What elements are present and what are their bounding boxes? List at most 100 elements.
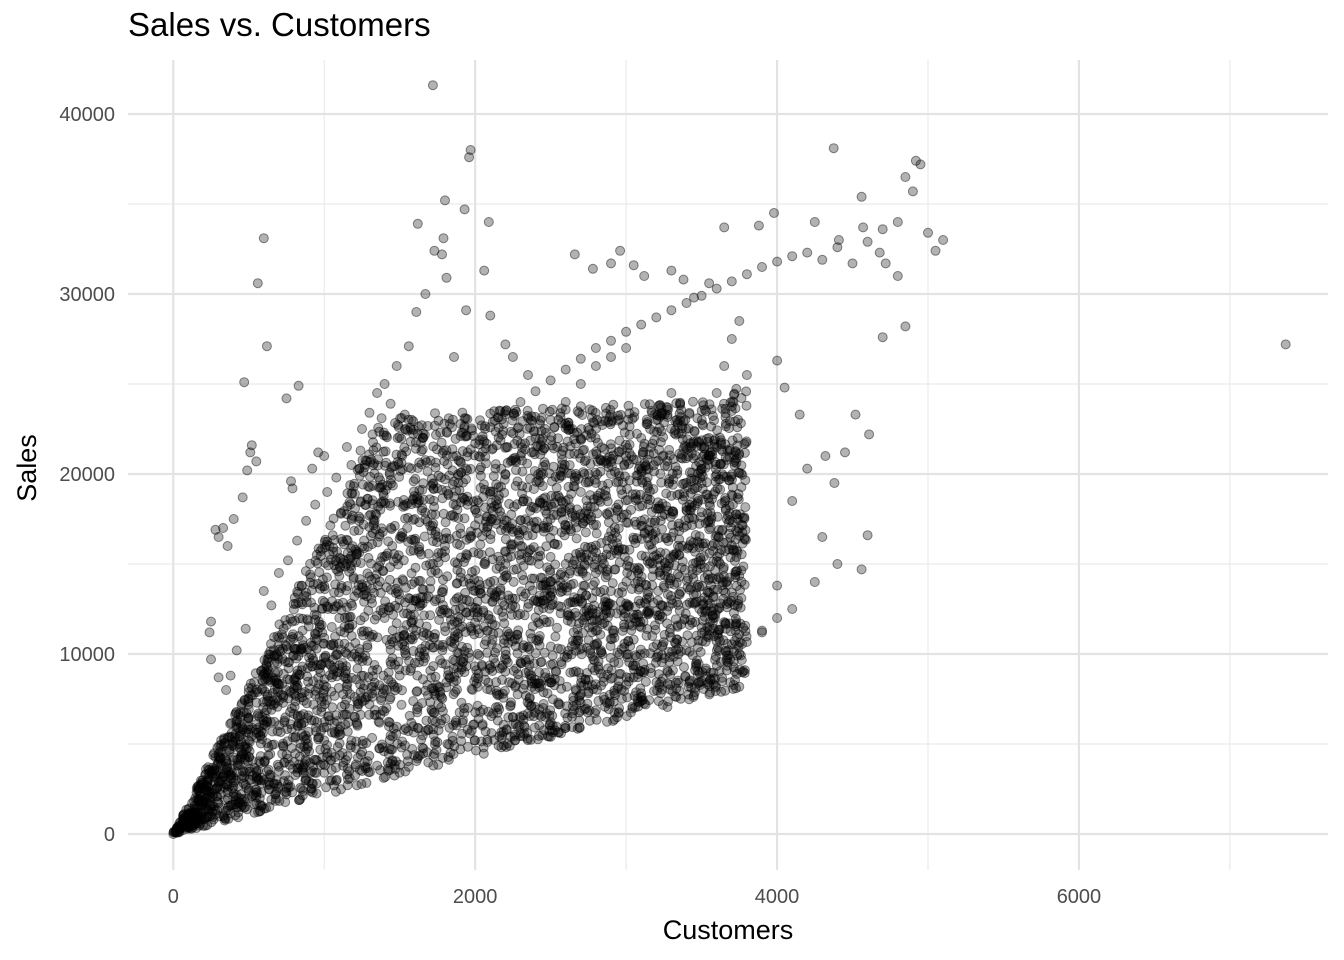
data-point <box>462 465 473 476</box>
data-point <box>359 596 370 607</box>
data-point <box>709 415 719 426</box>
data-point <box>583 688 594 699</box>
data-point <box>401 620 412 630</box>
data-point <box>325 554 336 565</box>
data-point <box>685 582 696 593</box>
data-point <box>596 455 607 466</box>
data-point <box>321 539 332 550</box>
data-point <box>332 649 343 660</box>
data-point <box>452 662 463 673</box>
data-point <box>317 581 328 592</box>
data-point <box>198 796 209 807</box>
data-point <box>394 595 405 605</box>
data-point <box>382 480 393 491</box>
data-point <box>337 658 348 668</box>
data-point <box>470 438 481 449</box>
data-point <box>251 456 262 467</box>
data-point <box>186 816 196 827</box>
data-point <box>734 448 745 459</box>
data-point <box>539 647 550 658</box>
data-point <box>592 508 603 519</box>
data-point <box>215 747 226 757</box>
data-point <box>538 703 549 713</box>
data-point <box>505 631 516 642</box>
data-point <box>665 632 676 643</box>
data-point <box>741 269 752 280</box>
data-point <box>457 446 468 457</box>
data-point <box>605 404 616 415</box>
data-point <box>590 361 601 371</box>
data-point <box>736 593 747 604</box>
data-point <box>266 704 277 715</box>
data-point <box>633 617 644 628</box>
data-point <box>560 496 571 506</box>
data-point <box>711 469 722 480</box>
data-point <box>594 615 605 626</box>
data-point <box>589 501 600 512</box>
data-point <box>820 451 831 461</box>
data-point <box>910 155 921 166</box>
data-point <box>435 593 446 604</box>
data-point <box>347 600 358 611</box>
data-point <box>832 559 843 569</box>
data-point <box>564 504 575 514</box>
data-point <box>410 595 421 606</box>
data-point <box>258 697 269 707</box>
data-point <box>575 379 586 389</box>
data-point <box>684 409 695 419</box>
data-point <box>369 518 380 529</box>
data-point <box>714 645 725 656</box>
data-point <box>772 613 783 623</box>
data-point <box>642 419 653 430</box>
data-point <box>235 711 246 722</box>
data-point <box>674 588 684 599</box>
data-point <box>469 735 480 746</box>
data-point <box>499 600 510 611</box>
data-point <box>452 558 463 569</box>
data-point <box>649 435 660 446</box>
data-point <box>662 456 673 467</box>
data-point <box>369 709 380 720</box>
data-point <box>487 444 498 455</box>
data-point <box>483 613 494 624</box>
data-point <box>556 644 566 655</box>
data-point <box>441 445 452 456</box>
data-point <box>556 403 567 414</box>
data-point <box>710 680 721 691</box>
data-point <box>172 827 183 838</box>
data-point <box>535 497 546 508</box>
data-point <box>225 670 236 681</box>
data-point <box>448 499 459 509</box>
data-point <box>458 493 469 504</box>
data-point <box>222 541 233 551</box>
data-point <box>426 567 437 578</box>
data-point <box>417 598 428 609</box>
data-point <box>475 706 486 717</box>
data-point <box>517 642 528 653</box>
data-point <box>736 519 747 530</box>
data-point <box>367 598 377 609</box>
data-point <box>508 712 518 723</box>
data-point <box>489 735 500 745</box>
data-point <box>268 700 279 710</box>
data-point <box>485 487 496 497</box>
data-point <box>497 662 508 673</box>
data-point <box>522 496 533 507</box>
data-point <box>346 631 357 641</box>
data-point <box>438 233 449 244</box>
data-point <box>628 454 639 465</box>
data-point <box>591 639 602 649</box>
data-point <box>235 789 246 800</box>
data-point <box>239 767 250 778</box>
data-point <box>538 687 549 698</box>
data-point <box>274 796 285 806</box>
data-point <box>385 474 396 485</box>
data-point <box>577 566 588 577</box>
data-point <box>457 621 468 632</box>
data-point <box>230 709 241 720</box>
data-point <box>547 659 558 670</box>
data-point <box>523 370 533 380</box>
data-point <box>500 339 511 350</box>
data-point <box>559 651 570 662</box>
data-point <box>727 499 738 510</box>
